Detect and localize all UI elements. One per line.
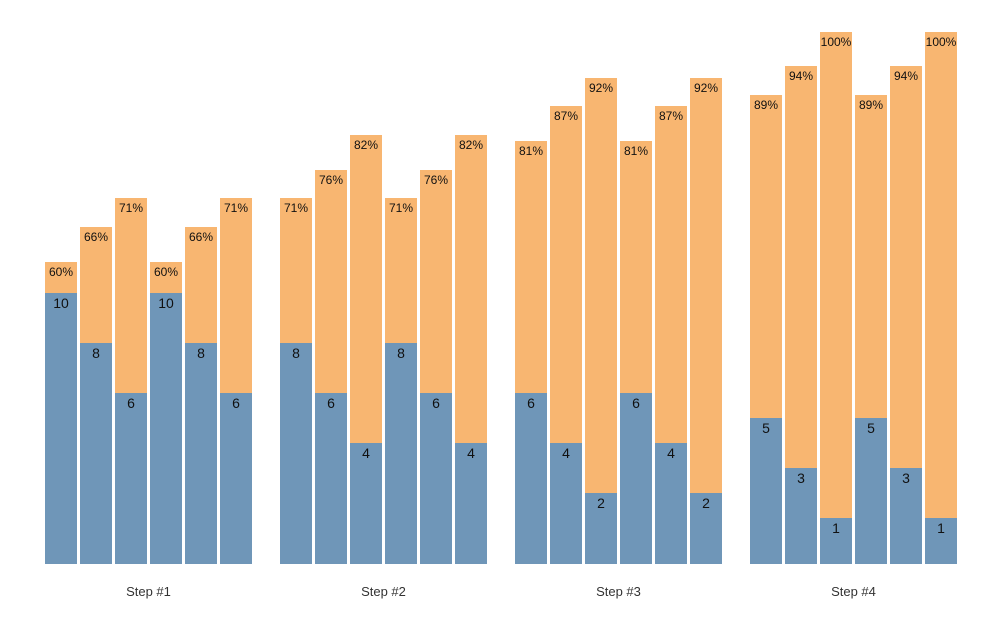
bar-segment-base bbox=[750, 418, 782, 564]
bar-percent-label: 82% bbox=[353, 138, 379, 152]
bar-percent-label: 87% bbox=[553, 109, 579, 124]
bar-percent-label: 60% bbox=[48, 264, 74, 279]
bar-percent-label: 66% bbox=[83, 230, 109, 244]
bar-segment-top bbox=[690, 77, 722, 564]
bar-segment-base bbox=[550, 443, 582, 564]
bar-count-label: 6 bbox=[232, 395, 240, 411]
bar-percent-label: 81% bbox=[518, 143, 544, 158]
bar-percent-label: 76% bbox=[423, 172, 449, 187]
x-axis-group-label: Step #2 bbox=[361, 584, 406, 599]
bar-percent-label: 60% bbox=[153, 264, 179, 279]
bar-percent-label: 66% bbox=[188, 230, 214, 244]
bar-count-label: 5 bbox=[762, 420, 770, 436]
bar-percent-label: 100% bbox=[925, 34, 957, 49]
bar-percent-label: 81% bbox=[623, 143, 649, 158]
x-axis-group-label: Step #4 bbox=[831, 584, 876, 599]
bar-count-label: 6 bbox=[432, 395, 440, 411]
bar-segment-base bbox=[620, 393, 652, 564]
bar-segment-base bbox=[655, 443, 687, 564]
bar-count-label: 6 bbox=[127, 395, 135, 411]
bar-segment-top bbox=[585, 77, 617, 564]
bar-percent-label: 89% bbox=[753, 97, 779, 112]
bar-segment-base bbox=[80, 343, 112, 564]
bar-segment-base bbox=[220, 393, 252, 564]
bar-count-label: 8 bbox=[397, 345, 405, 361]
bar-count-label: 8 bbox=[92, 345, 100, 361]
bar-count-label: 5 bbox=[867, 420, 875, 436]
bar-percent-label: 71% bbox=[388, 201, 414, 216]
bar-count-label: 4 bbox=[362, 445, 370, 461]
bar-segment-base bbox=[925, 518, 957, 564]
bar-percent-label: 87% bbox=[658, 109, 684, 124]
bar-count-label: 6 bbox=[527, 395, 535, 411]
x-axis-group-label: Step #1 bbox=[126, 584, 171, 599]
bar-count-label: 4 bbox=[667, 445, 675, 461]
bar-segment-base bbox=[585, 493, 617, 564]
bar-segment-base bbox=[185, 343, 217, 564]
bar-segment-base bbox=[455, 443, 487, 564]
bar-percent-label: 71% bbox=[223, 201, 249, 216]
bar-count-label: 6 bbox=[327, 395, 335, 411]
bar-count-label: 4 bbox=[562, 445, 570, 461]
bar-segment-top bbox=[925, 31, 957, 564]
bar-percent-label: 82% bbox=[458, 138, 484, 152]
bar-count-label: 4 bbox=[467, 445, 475, 461]
bar-count-label: 1 bbox=[937, 520, 945, 536]
bar-percent-label: 89% bbox=[858, 97, 884, 112]
bar-segment-base bbox=[280, 343, 312, 564]
bar-segment-base bbox=[785, 468, 817, 564]
bar-count-label: 8 bbox=[197, 345, 205, 361]
bar-count-label: 3 bbox=[797, 470, 805, 486]
x-axis-group-label: Step #3 bbox=[596, 584, 641, 599]
bar-segment-base bbox=[385, 343, 417, 564]
bar-segment-base bbox=[315, 393, 347, 564]
bar-segment-base bbox=[855, 418, 887, 564]
bar-percent-label: 71% bbox=[283, 201, 309, 216]
bar-percent-label: 92% bbox=[693, 80, 719, 95]
bar-percent-label: 94% bbox=[893, 69, 919, 83]
bar-count-label: 10 bbox=[158, 295, 174, 311]
bar-percent-label: 76% bbox=[318, 172, 344, 187]
bar-count-label: 2 bbox=[597, 495, 605, 511]
bar-percent-label: 71% bbox=[118, 201, 144, 216]
bar-segment-top bbox=[820, 31, 852, 564]
bar-count-label: 2 bbox=[702, 495, 710, 511]
bar-count-label: 8 bbox=[292, 345, 300, 361]
bar-percent-label: 100% bbox=[820, 34, 852, 49]
bar-segment-base bbox=[820, 518, 852, 564]
bar-count-label: 3 bbox=[902, 470, 910, 486]
bar-segment-base bbox=[690, 493, 722, 564]
bar-segment-base bbox=[420, 393, 452, 564]
bar-segment-base bbox=[115, 393, 147, 564]
bar-segment-base bbox=[45, 293, 77, 564]
bar-segment-base bbox=[515, 393, 547, 564]
bar-segment-base bbox=[890, 468, 922, 564]
bar-count-label: 1 bbox=[832, 520, 840, 536]
bar-count-label: 10 bbox=[53, 295, 69, 311]
bar-segment-base bbox=[150, 293, 182, 564]
bar-percent-label: 94% bbox=[788, 69, 814, 83]
bar-percent-label: 92% bbox=[588, 80, 614, 95]
bar-count-label: 6 bbox=[632, 395, 640, 411]
bar-segment-base bbox=[350, 443, 382, 564]
